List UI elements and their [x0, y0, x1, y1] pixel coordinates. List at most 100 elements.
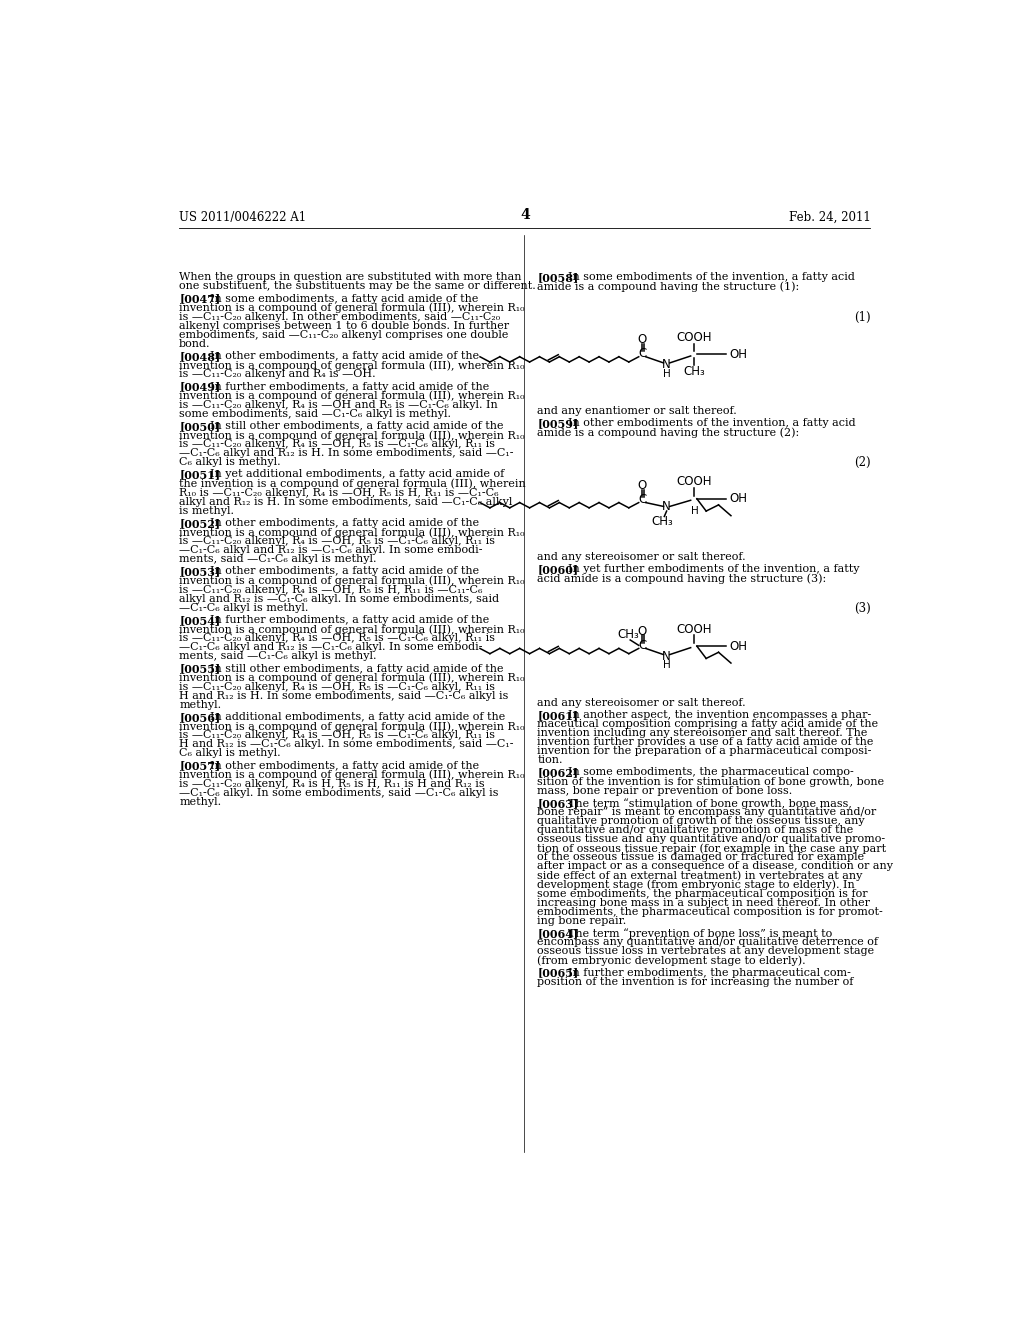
Text: COOH: COOH: [676, 623, 712, 636]
Text: —C₁-C₆ alkyl and R₁₂ is —C₁-C₆ alkyl. In some embodi-: —C₁-C₆ alkyl and R₁₂ is —C₁-C₆ alkyl. In…: [179, 545, 482, 556]
Text: alkyl and R₁₂ is —C₁-C₆ alkyl. In some embodiments, said: alkyl and R₁₂ is —C₁-C₆ alkyl. In some e…: [179, 594, 500, 603]
Text: qualitative promotion of growth of the osseous tissue, any: qualitative promotion of growth of the o…: [538, 816, 865, 826]
Text: side effect of an external treatment) in vertebrates at any: side effect of an external treatment) in…: [538, 870, 862, 880]
Text: is —C₁₁-C₂₀ alkenyl, R₄ is —OH, R₅ is —C₁-C₆ alkyl, R₁₁ is: is —C₁₁-C₂₀ alkenyl, R₄ is —OH, R₅ is —C…: [179, 440, 496, 449]
Text: In yet additional embodiments, a fatty acid amide of: In yet additional embodiments, a fatty a…: [210, 470, 505, 479]
Text: is —C₁₁-C₂₀ alkenyl. In other embodiments, said —C₁₁-C₂₀: is —C₁₁-C₂₀ alkenyl. In other embodiment…: [179, 312, 501, 322]
Text: is —C₁₁-C₂₀ alkenyl, R₄ is —OH, R₅ is —C₁-C₆ alkyl, R₁₁ is: is —C₁₁-C₂₀ alkenyl, R₄ is —OH, R₅ is —C…: [179, 730, 496, 741]
Text: [0057]: [0057]: [179, 760, 220, 771]
Text: —C₁-C₆ alkyl and R₁₂ is H. In some embodiments, said —C₁-: —C₁-C₆ alkyl and R₁₂ is H. In some embod…: [179, 449, 514, 458]
Text: invention including any stereoisomer and salt thereof. The: invention including any stereoisomer and…: [538, 729, 867, 738]
Text: C: C: [639, 347, 647, 360]
Text: is —C₁₁-C₂₀ alkenyl and R₄ is —OH.: is —C₁₁-C₂₀ alkenyl and R₄ is —OH.: [179, 370, 376, 379]
Text: In some embodiments of the invention, a fatty acid: In some embodiments of the invention, a …: [568, 272, 855, 282]
Text: is —C₁₁-C₂₀ alkenyl, R₄ is —OH and R₅ is —C₁-C₆ alkyl. In: is —C₁₁-C₂₀ alkenyl, R₄ is —OH and R₅ is…: [179, 400, 498, 409]
Text: CH₃: CH₃: [683, 364, 705, 378]
Text: OH: OH: [729, 492, 748, 506]
Text: [0052]: [0052]: [179, 517, 220, 529]
Text: amide is a compound having the structure (2):: amide is a compound having the structure…: [538, 428, 800, 438]
Text: [0064]: [0064]: [538, 928, 579, 939]
Text: and any enantiomer or salt thereof.: and any enantiomer or salt thereof.: [538, 407, 737, 416]
Text: —C₁-C₆ alkyl. In some embodiments, said —C₁-C₆ alkyl is: —C₁-C₆ alkyl. In some embodiments, said …: [179, 788, 499, 797]
Text: acid amide is a compound having the structure (3):: acid amide is a compound having the stru…: [538, 573, 826, 583]
Text: (3): (3): [854, 602, 870, 615]
Text: N: N: [663, 649, 671, 663]
Text: C₆ alkyl is methyl.: C₆ alkyl is methyl.: [179, 748, 281, 759]
Text: [0062]: [0062]: [538, 767, 579, 779]
Text: [0059]: [0059]: [538, 418, 579, 429]
Text: some embodiments, said —C₁-C₆ alkyl is methyl.: some embodiments, said —C₁-C₆ alkyl is m…: [179, 409, 452, 418]
Text: In some embodiments, the pharmaceutical compo-: In some embodiments, the pharmaceutical …: [568, 767, 854, 777]
Text: In further embodiments, the pharmaceutical com-: In further embodiments, the pharmaceutic…: [568, 968, 851, 978]
Text: [0054]: [0054]: [179, 615, 220, 626]
Text: invention is a compound of general formula (III), wherein R₁₀: invention is a compound of general formu…: [179, 527, 524, 537]
Text: embodiments, the pharmaceutical composition is for promot-: embodiments, the pharmaceutical composit…: [538, 907, 883, 917]
Text: osseous tissue and any quantitative and/or qualitative promo-: osseous tissue and any quantitative and/…: [538, 834, 886, 845]
Text: When the groups in question are substituted with more than: When the groups in question are substitu…: [179, 272, 521, 282]
Text: after impact or as a consequence of a disease, condition or any: after impact or as a consequence of a di…: [538, 862, 893, 871]
Text: and any stereoisomer or salt thereof.: and any stereoisomer or salt thereof.: [538, 698, 745, 708]
Text: is methyl.: is methyl.: [179, 506, 234, 516]
Text: In other embodiments of the invention, a fatty acid: In other embodiments of the invention, a…: [568, 418, 856, 428]
Text: invention is a compound of general formula (III), wherein R₁₀: invention is a compound of general formu…: [179, 770, 524, 780]
Text: COOH: COOH: [676, 475, 712, 488]
Text: —C₁-C₆ alkyl is methyl.: —C₁-C₆ alkyl is methyl.: [179, 603, 308, 612]
Text: methyl.: methyl.: [179, 700, 221, 710]
Text: amide is a compound having the structure (1):: amide is a compound having the structure…: [538, 281, 800, 292]
Text: N: N: [663, 500, 671, 513]
Text: C₆ alkyl is methyl.: C₆ alkyl is methyl.: [179, 457, 281, 467]
Text: bond.: bond.: [179, 339, 211, 348]
Text: In another aspect, the invention encompasses a phar-: In another aspect, the invention encompa…: [568, 710, 871, 719]
Text: is —C₁₁-C₂₀ alkenyl, R₄ is H, R₅ is H, R₁₁ is H and R₁₂ is: is —C₁₁-C₂₀ alkenyl, R₄ is H, R₅ is H, R…: [179, 779, 484, 789]
Text: invention is a compound of general formula (III), wherein R₁₀: invention is a compound of general formu…: [179, 576, 524, 586]
Text: methyl.: methyl.: [179, 797, 221, 807]
Text: sition of the invention is for stimulation of bone growth, bone: sition of the invention is for stimulati…: [538, 776, 885, 787]
Text: Feb. 24, 2011: Feb. 24, 2011: [788, 211, 870, 224]
Text: invention is a compound of general formula (III), wherein R₁₀: invention is a compound of general formu…: [179, 624, 524, 635]
Text: (from embryonic development stage to elderly).: (from embryonic development stage to eld…: [538, 956, 806, 966]
Text: development stage (from embryonic stage to elderly). In: development stage (from embryonic stage …: [538, 879, 855, 890]
Text: In further embodiments, a fatty acid amide of the: In further embodiments, a fatty acid ami…: [210, 381, 489, 392]
Text: OH: OH: [729, 640, 748, 652]
Text: alkyl and R₁₂ is H. In some embodiments, said —C₁-C₆ alkyl: alkyl and R₁₂ is H. In some embodiments,…: [179, 496, 513, 507]
Text: H: H: [691, 506, 699, 516]
Text: CH₃: CH₃: [652, 515, 674, 528]
Text: In further embodiments, a fatty acid amide of the: In further embodiments, a fatty acid ami…: [210, 615, 489, 624]
Text: invention is a compound of general formula (III), wherein R₁₀: invention is a compound of general formu…: [179, 391, 524, 401]
Text: of the osseous tissue is damaged or fractured for example: of the osseous tissue is damaged or frac…: [538, 853, 864, 862]
Text: In other embodiments, a fatty acid amide of the: In other embodiments, a fatty acid amide…: [210, 351, 479, 362]
Text: maceutical composition comprising a fatty acid amide of the: maceutical composition comprising a fatt…: [538, 719, 879, 729]
Text: [0056]: [0056]: [179, 711, 220, 723]
Text: increasing bone mass in a subject in need thereof. In other: increasing bone mass in a subject in nee…: [538, 898, 870, 908]
Text: H: H: [663, 660, 671, 671]
Text: is —C₁₁-C₂₀ alkenyl, R₄ is —OH, R₅ is —C₁-C₆ alkyl, R₁₁ is: is —C₁₁-C₂₀ alkenyl, R₄ is —OH, R₅ is —C…: [179, 634, 496, 643]
Text: ments, said —C₁-C₆ alkyl is methyl.: ments, said —C₁-C₆ alkyl is methyl.: [179, 554, 377, 565]
Text: is —C₁₁-C₂₀ alkenyl, R₄ is —OH, R₅ is H, R₁₁ is —C₁₁-C₆: is —C₁₁-C₂₀ alkenyl, R₄ is —OH, R₅ is H,…: [179, 585, 482, 595]
Text: O: O: [637, 624, 646, 638]
Text: osseous tissue loss in vertebrates at any development stage: osseous tissue loss in vertebrates at an…: [538, 946, 874, 956]
Text: invention is a compound of general formula (III), wherein R₁₀: invention is a compound of general formu…: [179, 360, 524, 371]
Text: H: H: [663, 368, 671, 379]
Text: C: C: [639, 492, 647, 506]
Text: [0055]: [0055]: [179, 664, 220, 675]
Text: [0060]: [0060]: [538, 564, 579, 576]
Text: and any stereoisomer or salt thereof.: and any stereoisomer or salt thereof.: [538, 552, 745, 562]
Text: 4: 4: [520, 209, 529, 223]
Text: tion.: tion.: [538, 755, 563, 766]
Text: US 2011/0046222 A1: US 2011/0046222 A1: [179, 211, 306, 224]
Text: invention for the preparation of a pharmaceutical composi-: invention for the preparation of a pharm…: [538, 746, 871, 756]
Text: H and R₁₂ is —C₁-C₆ alkyl. In some embodiments, said —C₁-: H and R₁₂ is —C₁-C₆ alkyl. In some embod…: [179, 739, 514, 750]
Text: [0065]: [0065]: [538, 968, 579, 978]
Text: invention further provides a use of a fatty acid amide of the: invention further provides a use of a fa…: [538, 737, 873, 747]
Text: In other embodiments, a fatty acid amide of the: In other embodiments, a fatty acid amide…: [210, 517, 479, 528]
Text: invention is a compound of general formula (III), wherein R₁₀: invention is a compound of general formu…: [179, 721, 524, 731]
Text: N: N: [663, 358, 671, 371]
Text: [0053]: [0053]: [179, 566, 220, 578]
Text: OH: OH: [729, 348, 748, 360]
Text: encompass any quantitative and/or qualitative deterrence of: encompass any quantitative and/or qualit…: [538, 937, 879, 948]
Text: is —C₁₁-C₂₀ alkenyl, R₄ is —OH, R₅ is —C₁-C₆ alkyl, R₁₁ is: is —C₁₁-C₂₀ alkenyl, R₄ is —OH, R₅ is —C…: [179, 681, 496, 692]
Text: ments, said —C₁-C₆ alkyl is methyl.: ments, said —C₁-C₆ alkyl is methyl.: [179, 651, 377, 661]
Text: [0049]: [0049]: [179, 381, 220, 392]
Text: bone repair” is meant to encompass any quantitative and/or: bone repair” is meant to encompass any q…: [538, 807, 877, 817]
Text: In still other embodiments, a fatty acid amide of the: In still other embodiments, a fatty acid…: [210, 421, 504, 430]
